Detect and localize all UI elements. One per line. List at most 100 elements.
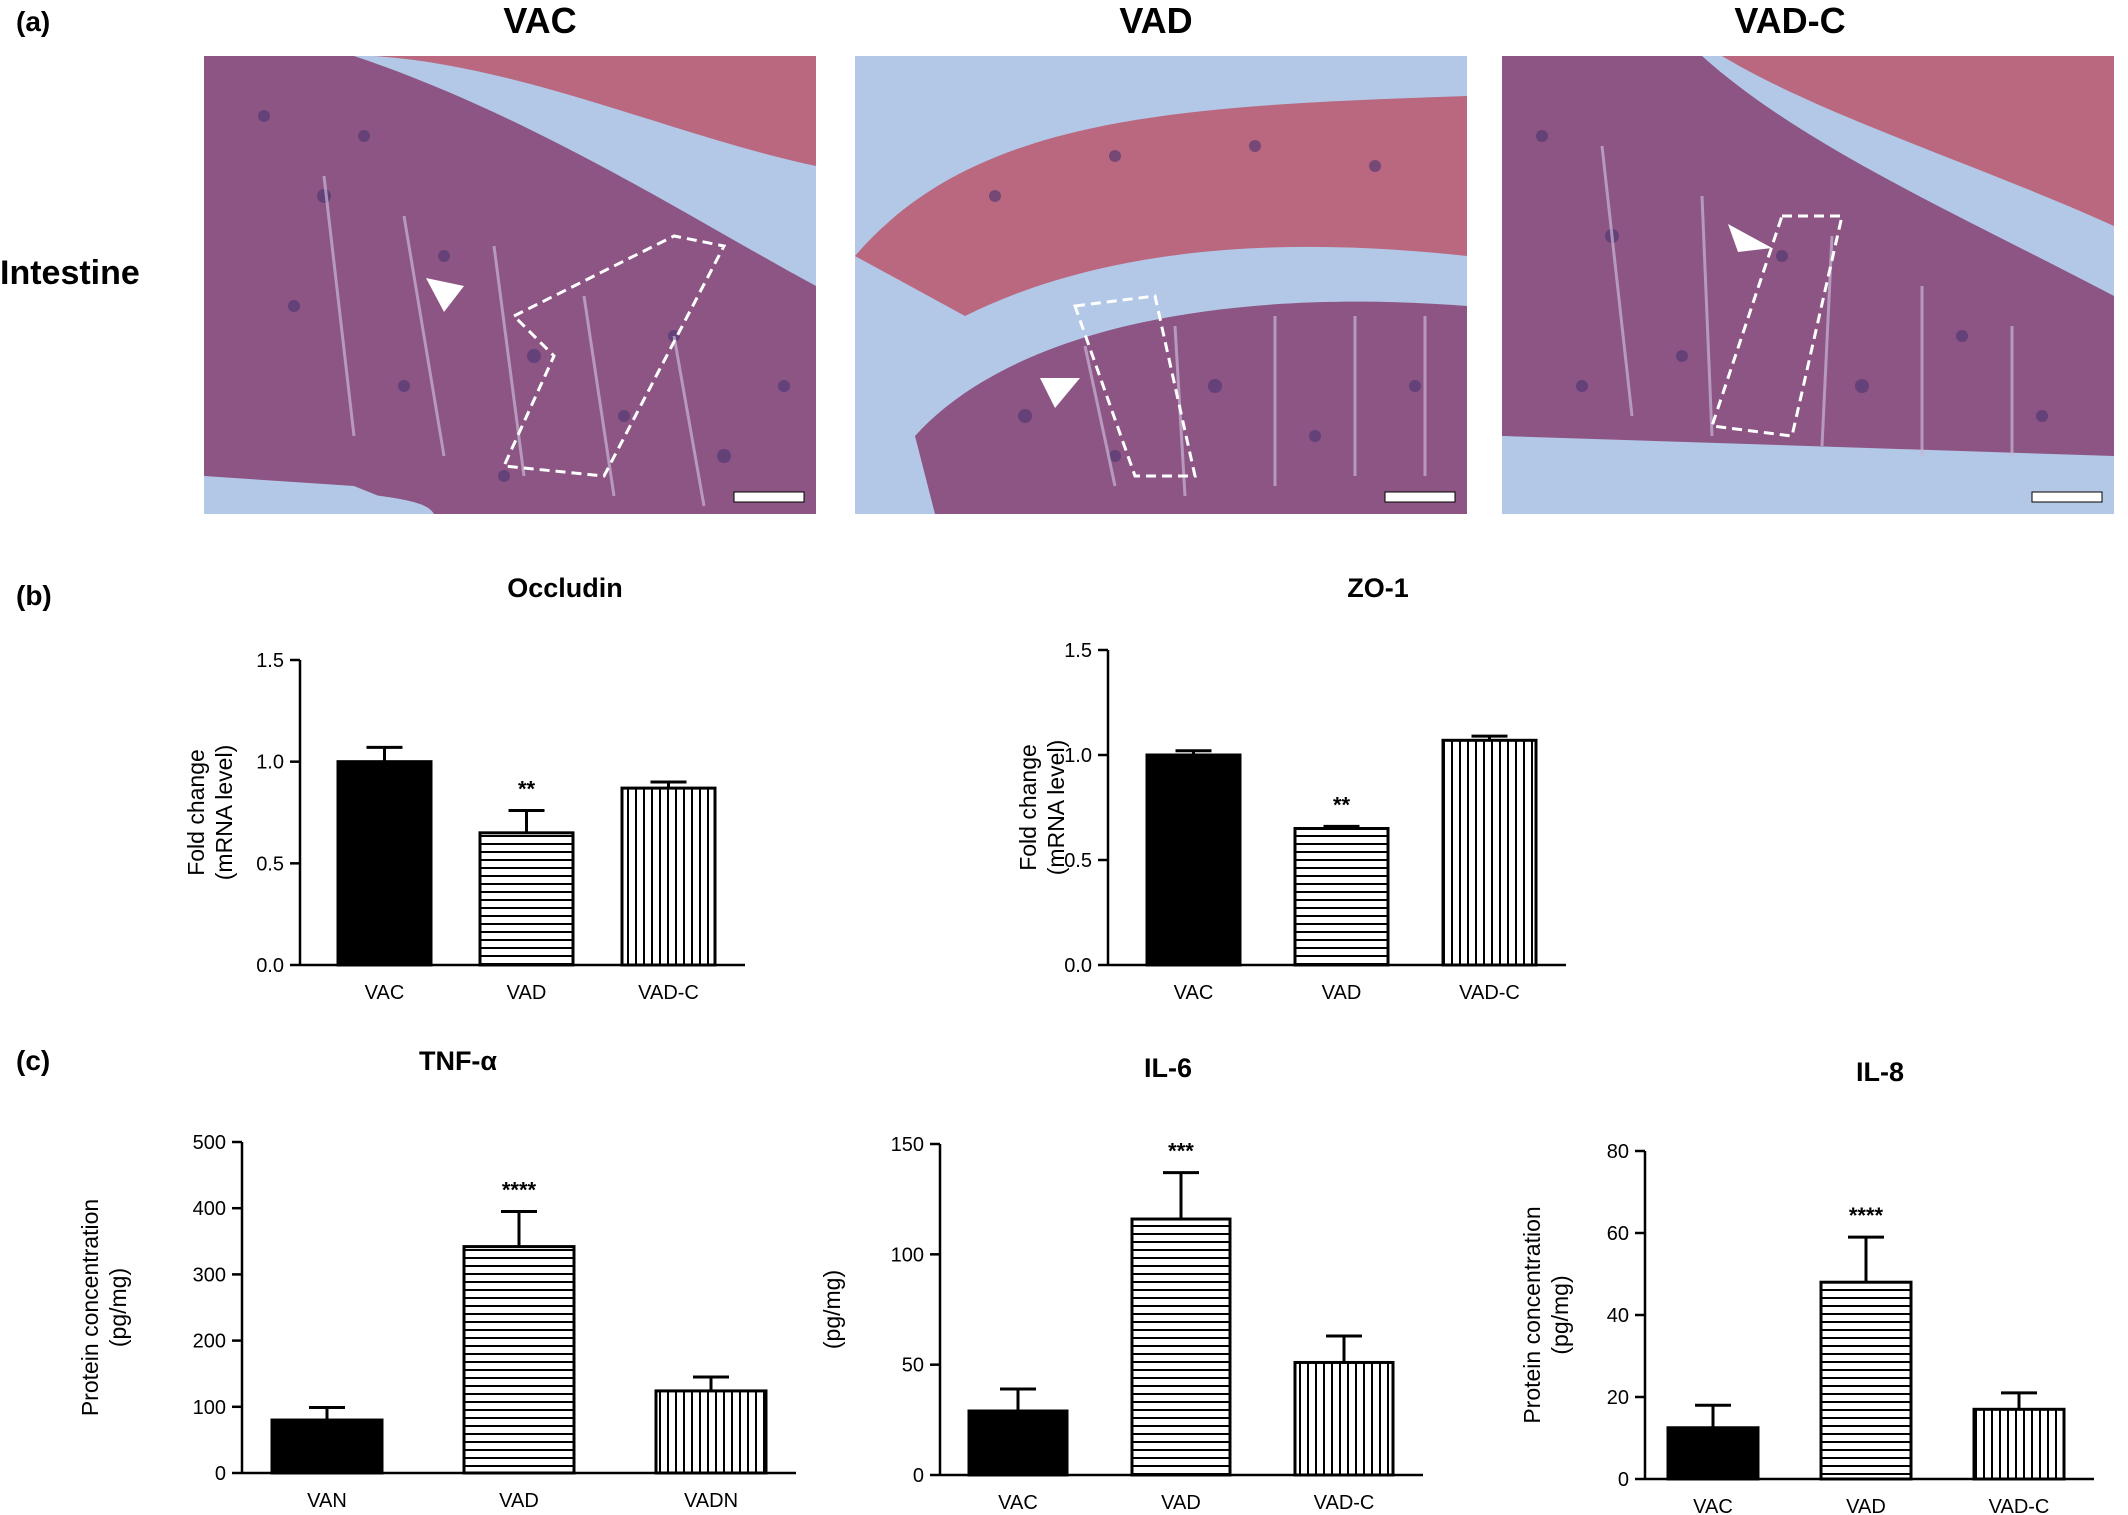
bar-vad — [1293, 827, 1390, 967]
bar-vac — [1145, 753, 1242, 967]
y-tick-label: 0.5 — [256, 853, 284, 875]
mucosa-layer — [915, 301, 1467, 514]
y-tick-label: 200 — [193, 1331, 226, 1353]
bar-vad-c — [620, 786, 717, 967]
y-axis-label: Fold change — [1015, 744, 1041, 871]
chart-tnf-alpha: TNF-α 0 100 200 300 400 500 Protein concentrati… — [0, 1030, 796, 1515]
x-tick-label: VAD-C — [638, 982, 699, 1004]
y-axis-label: Fold change — [183, 749, 209, 876]
bar-vac — [336, 760, 433, 967]
muscle-layer — [1632, 56, 2114, 226]
y-axis-label: (mRNA level) — [211, 745, 237, 880]
significance-marker: ** — [518, 776, 536, 801]
chart-title: Occludin — [507, 573, 623, 603]
panel-label-a: (a) — [16, 6, 51, 37]
x-tick-label: VAD — [499, 1490, 539, 1512]
bar-vad-c — [1972, 1407, 2066, 1481]
micrograph-title-vad-c: VAD-C — [1734, 0, 1846, 41]
y-axis-label: (pg/mg) — [1547, 1275, 1573, 1354]
micrograph-vac — [204, 56, 816, 514]
y-tick-label: 0.5 — [1064, 850, 1092, 872]
y-tick-label: 0.0 — [256, 955, 284, 977]
arrowhead-marker — [1040, 378, 1080, 408]
significance-marker: **** — [502, 1178, 537, 1203]
panel-label-c: (c) — [16, 1045, 51, 1076]
x-tick-label: VAC — [998, 1492, 1038, 1514]
crypt-outline — [1072, 294, 1197, 478]
muscle-layer — [855, 96, 1467, 316]
x-tick-label: VAD — [1846, 1496, 1886, 1515]
bar-vad — [478, 831, 575, 967]
y-tick-label: 0 — [913, 1465, 924, 1487]
bar-van — [270, 1418, 384, 1475]
y-tick-label: 1.0 — [1064, 745, 1092, 767]
y-tick-label: 400 — [193, 1198, 226, 1220]
bar-vadn — [654, 1389, 768, 1475]
bar-vad — [462, 1245, 576, 1475]
significance-marker: *** — [1168, 1139, 1194, 1164]
micrograph-title-vad: VAD — [1119, 0, 1193, 41]
micrograph-vad — [855, 56, 1467, 514]
chart-title: TNF-α — [419, 1046, 497, 1076]
chart-il-6: IL-6 0 50 100 150 (pg/mg) VAC VAD *** VAD-C — [760, 1030, 1460, 1515]
x-tick-label: VAC — [365, 982, 405, 1004]
y-tick-label: 100 — [193, 1397, 226, 1419]
arrowhead-marker — [1728, 224, 1772, 252]
lumen-region — [204, 476, 424, 514]
y-tick-label: 1.0 — [256, 752, 284, 774]
chart-zo-1: ZO-1 0.0 0.5 1.0 1.5 Fold change (mRNA level) V… — [760, 560, 1660, 1020]
x-tick-label: VAC — [1174, 982, 1214, 1004]
y-axis-label: Protein concentration — [77, 1199, 103, 1416]
x-tick-label: VAN — [307, 1490, 347, 1512]
y-tick-label: 60 — [1607, 1223, 1629, 1245]
lumen-region — [1502, 436, 2114, 514]
bar-vad — [1819, 1280, 1913, 1481]
bar-vac — [967, 1409, 1069, 1477]
x-tick-label: VAD-C — [1314, 1492, 1375, 1514]
x-tick-label: VAD — [1322, 982, 1362, 1004]
y-tick-label: 0 — [1618, 1469, 1629, 1491]
y-tick-label: 1.5 — [1064, 640, 1092, 662]
x-tick-label: VAC — [1693, 1496, 1733, 1515]
micrograph-title-vac: VAC — [503, 0, 577, 41]
y-tick-label: 150 — [891, 1134, 924, 1156]
chart-il-8: IL-8 0 20 40 60 80 Protein concentration (pg/mg… — [1460, 1030, 2128, 1515]
chart-title: ZO-1 — [1347, 573, 1409, 603]
bar-vac — [1666, 1426, 1760, 1481]
x-tick-label: VAD-C — [1989, 1496, 2050, 1515]
x-tick-label: VAD-C — [1459, 982, 1520, 1004]
y-tick-label: 80 — [1607, 1141, 1629, 1163]
significance-marker: ** — [1333, 792, 1351, 817]
mucosa-layer — [204, 56, 816, 514]
y-tick-label: 50 — [902, 1355, 924, 1377]
significance-marker: **** — [1849, 1203, 1884, 1228]
y-tick-label: 40 — [1607, 1305, 1629, 1327]
muscle-layer — [264, 56, 816, 166]
scale-bar — [1384, 491, 1456, 503]
crypt-outline — [1709, 214, 1844, 438]
arrowhead-marker — [426, 278, 464, 312]
x-tick-label: VAD — [1161, 1492, 1201, 1514]
y-tick-label: 20 — [1607, 1387, 1629, 1409]
y-tick-label: 1.5 — [256, 650, 284, 672]
y-tick-label: 0 — [215, 1463, 226, 1485]
bar-vad-c — [1441, 738, 1538, 967]
scale-bar — [733, 491, 805, 503]
bar-vad-c — [1293, 1360, 1395, 1477]
chart-title: IL-6 — [1144, 1053, 1192, 1083]
y-tick-label: 300 — [193, 1264, 226, 1286]
micrograph-vad-c — [1502, 56, 2114, 514]
panel-label-b: (b) — [16, 580, 52, 611]
mucosa-layer — [1502, 56, 2114, 456]
y-tick-label: 0.0 — [1064, 955, 1092, 977]
y-axis-label: Protein concentration — [1519, 1206, 1545, 1423]
y-tick-label: 100 — [891, 1244, 924, 1266]
scale-bar — [2031, 491, 2103, 503]
crypt-outline — [501, 234, 727, 478]
y-axis-label: (pg/mg) — [819, 1270, 845, 1349]
chart-title: IL-8 — [1856, 1057, 1904, 1087]
x-tick-label: VADN — [684, 1490, 738, 1512]
y-tick-label: 500 — [193, 1132, 226, 1154]
chart-occludin: Occludin 0.0 0.5 1.0 1.5 Fold change (mRNA lev… — [0, 560, 760, 1020]
x-tick-label: VAD — [507, 982, 547, 1004]
